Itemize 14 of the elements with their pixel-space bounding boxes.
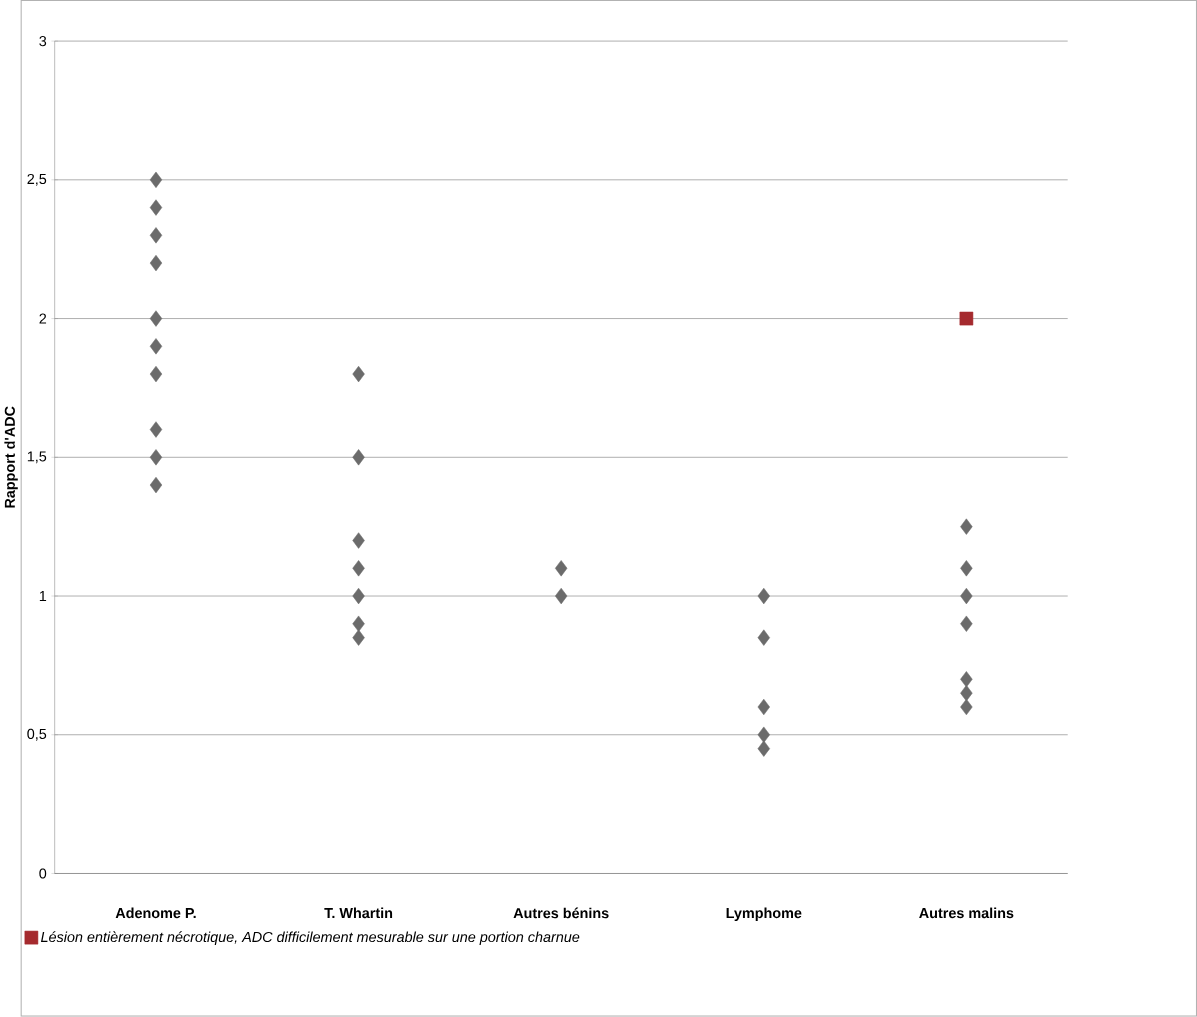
legend-label: Lésion entièrement nécrotique, ADC difficilement mesurable sur une portion charnue	[41, 931, 580, 946]
y-tick-label: 2	[39, 313, 47, 324]
x-tick-label: T. Whartin	[324, 907, 393, 919]
x-tick-label: Lymphome	[726, 907, 802, 922]
x-tick-label: Autres bénins	[513, 907, 609, 919]
y-tick-label: 1	[39, 591, 47, 602]
y-axis-title: Rapport d'ADC	[4, 406, 18, 508]
x-tick-label: Autres malins	[919, 907, 1014, 919]
x-tick-label: Adenome P.	[115, 907, 196, 919]
y-tick-label: 0,5	[27, 728, 47, 741]
y-tick-label: 3	[39, 36, 47, 47]
y-tick-label: 1,5	[27, 451, 47, 464]
y-tick-label: 0	[39, 868, 47, 879]
y-tick-label: 2,5	[27, 174, 47, 186]
